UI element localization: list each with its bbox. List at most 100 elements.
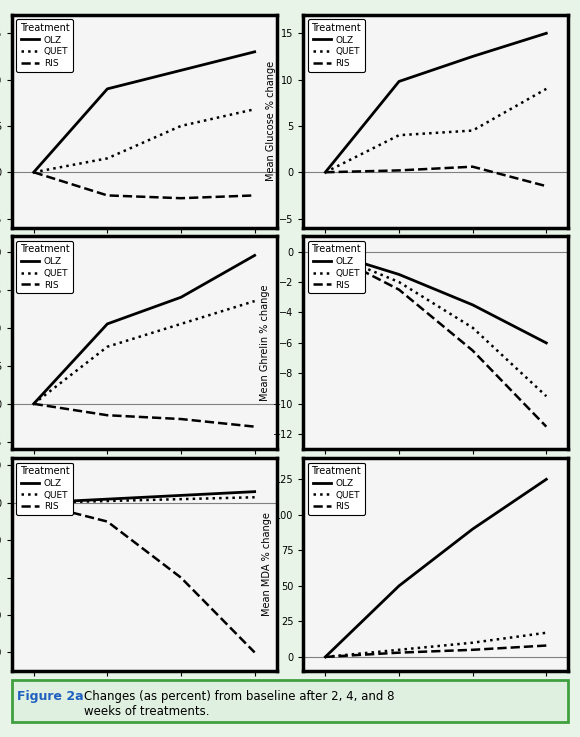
OLZ xyxy=(322,168,329,177)
FancyBboxPatch shape xyxy=(12,680,568,722)
OLZ xyxy=(177,491,184,500)
RIS xyxy=(396,166,403,175)
OLZ xyxy=(104,319,111,328)
RIS xyxy=(396,285,403,294)
Line: QUET: QUET xyxy=(34,497,255,503)
X-axis label: Time in weeks: Time in weeks xyxy=(392,251,480,260)
RIS xyxy=(30,498,37,507)
QUET xyxy=(396,130,403,139)
OLZ xyxy=(251,251,258,260)
OLZ xyxy=(469,301,476,310)
QUET xyxy=(469,638,476,647)
RIS xyxy=(30,399,37,408)
Line: OLZ: OLZ xyxy=(325,479,546,657)
OLZ xyxy=(322,652,329,661)
RIS xyxy=(177,194,184,203)
Text: Changes (as percent) from baseline after 2, 4, and 8
weeks of treatments.: Changes (as percent) from baseline after… xyxy=(84,691,394,719)
RIS xyxy=(177,415,184,424)
QUET xyxy=(104,154,111,163)
Legend: OLZ, QUET, RIS: OLZ, QUET, RIS xyxy=(16,241,73,293)
QUET xyxy=(469,324,476,332)
Line: QUET: QUET xyxy=(34,109,255,172)
RIS xyxy=(469,162,476,171)
X-axis label: Time in weeks: Time in weeks xyxy=(100,251,188,260)
QUET xyxy=(104,342,111,351)
RIS xyxy=(543,182,550,191)
QUET xyxy=(30,498,37,507)
RIS xyxy=(251,191,258,200)
Line: RIS: RIS xyxy=(325,251,546,427)
Line: RIS: RIS xyxy=(34,172,255,198)
Legend: OLZ, QUET, RIS: OLZ, QUET, RIS xyxy=(16,463,73,515)
RIS xyxy=(322,247,329,256)
QUET xyxy=(30,168,37,177)
X-axis label: Time in weeks: Time in weeks xyxy=(392,472,480,482)
QUET xyxy=(322,652,329,661)
Legend: OLZ, QUET, RIS: OLZ, QUET, RIS xyxy=(308,463,365,515)
Y-axis label: Mean MDA % change: Mean MDA % change xyxy=(262,513,272,616)
OLZ xyxy=(396,581,403,590)
OLZ xyxy=(177,293,184,301)
Legend: OLZ, QUET, RIS: OLZ, QUET, RIS xyxy=(308,241,365,293)
Line: QUET: QUET xyxy=(34,301,255,404)
Line: QUET: QUET xyxy=(325,251,546,397)
Line: OLZ: OLZ xyxy=(34,256,255,404)
RIS xyxy=(469,646,476,654)
OLZ xyxy=(396,77,403,86)
OLZ xyxy=(30,168,37,177)
QUET xyxy=(543,85,550,94)
OLZ xyxy=(469,52,476,61)
OLZ xyxy=(104,495,111,503)
QUET xyxy=(177,122,184,130)
X-axis label: Time in weeks: Time in weeks xyxy=(100,472,188,482)
QUET xyxy=(322,168,329,177)
RIS xyxy=(322,168,329,177)
QUET xyxy=(177,495,184,503)
X-axis label: Time in weeks: Time in weeks xyxy=(100,694,188,704)
Y-axis label: Mean Glucose % change: Mean Glucose % change xyxy=(266,61,277,181)
OLZ xyxy=(322,247,329,256)
Line: OLZ: OLZ xyxy=(325,33,546,172)
QUET xyxy=(104,497,111,506)
Legend: OLZ, QUET, RIS: OLZ, QUET, RIS xyxy=(16,19,73,71)
RIS xyxy=(104,191,111,200)
RIS xyxy=(177,573,184,582)
RIS xyxy=(251,648,258,657)
OLZ xyxy=(30,498,37,507)
RIS xyxy=(543,641,550,650)
QUET xyxy=(396,278,403,287)
OLZ xyxy=(251,487,258,496)
QUET xyxy=(322,247,329,256)
Line: RIS: RIS xyxy=(34,503,255,652)
QUET xyxy=(30,399,37,408)
RIS xyxy=(251,422,258,431)
X-axis label: Time in weeks: Time in weeks xyxy=(392,694,480,704)
OLZ xyxy=(104,85,111,94)
RIS xyxy=(322,652,329,661)
Text: Figure 2a: Figure 2a xyxy=(17,691,84,703)
Legend: OLZ, QUET, RIS: OLZ, QUET, RIS xyxy=(308,19,365,71)
Line: OLZ: OLZ xyxy=(34,52,255,172)
OLZ xyxy=(469,525,476,534)
Line: QUET: QUET xyxy=(325,633,546,657)
Y-axis label: Mean Ghrelin % change: Mean Ghrelin % change xyxy=(260,284,270,401)
QUET xyxy=(251,493,258,502)
Line: OLZ: OLZ xyxy=(325,251,546,343)
Line: RIS: RIS xyxy=(34,404,255,427)
Line: OLZ: OLZ xyxy=(34,492,255,503)
OLZ xyxy=(543,29,550,38)
QUET xyxy=(469,126,476,135)
QUET xyxy=(396,646,403,654)
OLZ xyxy=(396,270,403,279)
Line: RIS: RIS xyxy=(325,646,546,657)
OLZ xyxy=(543,338,550,347)
OLZ xyxy=(251,47,258,56)
QUET xyxy=(251,105,258,113)
RIS xyxy=(104,517,111,526)
OLZ xyxy=(177,66,184,74)
RIS xyxy=(469,346,476,355)
QUET xyxy=(251,297,258,306)
OLZ xyxy=(543,475,550,483)
QUET xyxy=(543,392,550,401)
RIS xyxy=(396,649,403,657)
